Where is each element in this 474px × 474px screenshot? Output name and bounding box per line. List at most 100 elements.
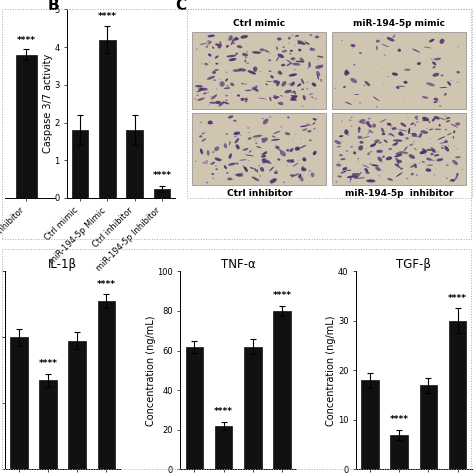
Ellipse shape <box>299 145 307 148</box>
Ellipse shape <box>287 137 289 138</box>
Ellipse shape <box>439 87 447 88</box>
Ellipse shape <box>446 120 450 122</box>
Ellipse shape <box>286 159 291 162</box>
Ellipse shape <box>277 37 282 41</box>
Ellipse shape <box>359 141 364 144</box>
Ellipse shape <box>310 173 314 177</box>
Ellipse shape <box>307 67 309 69</box>
Ellipse shape <box>245 57 247 58</box>
Ellipse shape <box>446 178 448 179</box>
Ellipse shape <box>248 160 249 161</box>
Ellipse shape <box>447 81 451 86</box>
Ellipse shape <box>209 79 210 80</box>
Ellipse shape <box>393 139 402 142</box>
Ellipse shape <box>358 127 360 133</box>
Ellipse shape <box>262 157 266 164</box>
Ellipse shape <box>314 118 316 119</box>
Ellipse shape <box>300 57 304 63</box>
Ellipse shape <box>298 49 301 51</box>
Ellipse shape <box>199 135 202 137</box>
Ellipse shape <box>319 79 322 81</box>
Ellipse shape <box>237 45 242 48</box>
Ellipse shape <box>286 149 288 150</box>
Ellipse shape <box>298 160 299 161</box>
Ellipse shape <box>224 143 227 148</box>
Ellipse shape <box>454 146 455 147</box>
Ellipse shape <box>410 144 413 146</box>
Ellipse shape <box>301 106 303 107</box>
Ellipse shape <box>290 95 297 100</box>
Ellipse shape <box>211 94 217 100</box>
Ellipse shape <box>214 146 219 151</box>
Ellipse shape <box>200 88 203 90</box>
Bar <box>68 341 86 469</box>
Ellipse shape <box>278 102 279 104</box>
Ellipse shape <box>380 119 386 123</box>
Ellipse shape <box>310 47 313 49</box>
Ellipse shape <box>245 155 254 156</box>
Ellipse shape <box>269 97 272 101</box>
Ellipse shape <box>254 88 259 92</box>
FancyBboxPatch shape <box>192 113 326 185</box>
Ellipse shape <box>365 172 370 174</box>
Ellipse shape <box>224 87 230 89</box>
Bar <box>186 346 203 469</box>
Ellipse shape <box>269 71 271 72</box>
Ellipse shape <box>396 152 402 155</box>
Ellipse shape <box>232 179 234 180</box>
Ellipse shape <box>270 178 277 183</box>
Ellipse shape <box>259 175 261 177</box>
Ellipse shape <box>272 136 275 138</box>
Ellipse shape <box>386 156 392 160</box>
Ellipse shape <box>430 147 436 153</box>
Ellipse shape <box>291 159 294 162</box>
Ellipse shape <box>245 167 248 172</box>
Ellipse shape <box>215 157 221 161</box>
Ellipse shape <box>439 105 442 107</box>
Text: ****: **** <box>38 359 57 368</box>
Ellipse shape <box>256 146 261 148</box>
Ellipse shape <box>227 55 236 57</box>
Ellipse shape <box>411 173 414 175</box>
Ellipse shape <box>398 49 401 52</box>
Ellipse shape <box>379 175 380 176</box>
Ellipse shape <box>206 160 208 162</box>
Bar <box>39 380 57 469</box>
Ellipse shape <box>345 101 352 105</box>
Ellipse shape <box>401 162 402 163</box>
Ellipse shape <box>366 179 375 182</box>
Ellipse shape <box>383 84 384 85</box>
Ellipse shape <box>313 151 317 155</box>
Ellipse shape <box>382 145 383 146</box>
Ellipse shape <box>395 157 400 163</box>
Ellipse shape <box>381 128 384 133</box>
Ellipse shape <box>235 53 238 55</box>
Ellipse shape <box>444 146 449 152</box>
Ellipse shape <box>270 75 273 78</box>
Ellipse shape <box>347 175 354 178</box>
Ellipse shape <box>219 144 220 145</box>
Ellipse shape <box>214 36 215 37</box>
Ellipse shape <box>282 50 287 53</box>
Bar <box>419 385 437 469</box>
Ellipse shape <box>379 142 382 144</box>
Text: ****: **** <box>97 280 116 289</box>
Ellipse shape <box>207 40 210 42</box>
Ellipse shape <box>294 69 296 70</box>
Ellipse shape <box>203 92 207 94</box>
Ellipse shape <box>301 89 304 90</box>
Ellipse shape <box>250 167 253 169</box>
Ellipse shape <box>301 168 307 171</box>
Ellipse shape <box>286 96 287 97</box>
Ellipse shape <box>309 93 313 95</box>
Ellipse shape <box>387 76 389 77</box>
Ellipse shape <box>424 46 431 48</box>
Ellipse shape <box>200 148 203 155</box>
Ellipse shape <box>209 102 218 104</box>
Text: ****: **** <box>214 407 233 416</box>
Ellipse shape <box>210 162 215 165</box>
Ellipse shape <box>315 36 319 38</box>
Bar <box>391 435 408 469</box>
Ellipse shape <box>441 74 444 76</box>
Ellipse shape <box>392 35 395 38</box>
